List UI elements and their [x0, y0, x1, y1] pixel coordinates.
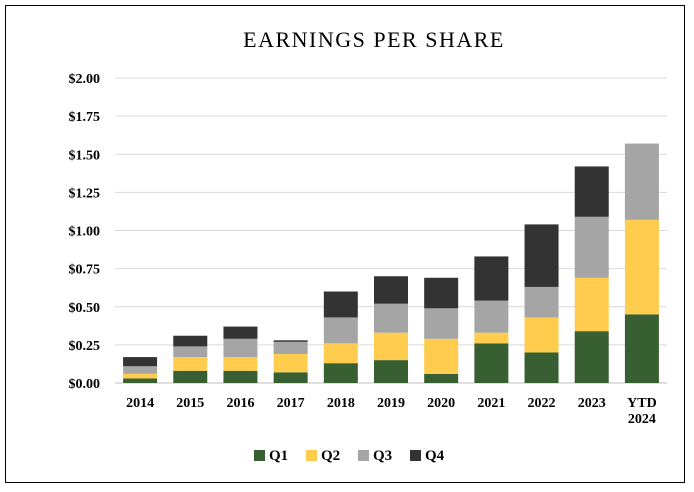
bar-q4-2020: [424, 277, 459, 309]
x-tick-label: 2017: [277, 396, 305, 411]
bar-q2-2014: [123, 373, 158, 379]
chart-title: EARNINGS PER SHARE: [243, 27, 505, 52]
bar-q4-2017: [273, 340, 308, 342]
y-tick-label: $1.00: [69, 225, 101, 240]
bar-q4-2015: [173, 335, 208, 347]
bar-q3-2014: [123, 366, 158, 374]
chart-frame: [5, 5, 685, 483]
x-tick-label: 2014: [126, 396, 154, 411]
bar-q2-2023: [574, 277, 609, 332]
bar-q2-2020: [424, 338, 459, 374]
bar-q4-2021: [474, 256, 509, 301]
bar-q2-2019: [374, 332, 408, 361]
legend-label-q2: Q2: [321, 448, 340, 464]
y-tick-label: $0.75: [69, 263, 101, 278]
bar-q1-2020: [424, 373, 459, 383]
y-tick-label: $1.50: [69, 148, 101, 163]
x-tick-label: YTD 2024: [627, 396, 657, 427]
y-tick-label: $0.50: [69, 301, 101, 316]
bar-q3-2020: [424, 308, 459, 339]
bar-q4-2022: [524, 224, 559, 287]
y-axis: $0.00 $0.25 $0.50 $0.75 $1.00 $1.25 $1.50 $1.75…: [69, 72, 101, 392]
x-tick-label: 2016: [226, 396, 254, 411]
x-tick-label: 2022: [528, 396, 556, 411]
bar-q1-2019: [374, 360, 408, 383]
x-axis: 2014 2015 2016 2017 2018 2019 2020 2021 2022 2023…: [126, 396, 657, 427]
bar-q4-2016: [223, 326, 258, 339]
legend: Q1 Q2 Q3 Q4: [254, 448, 445, 464]
y-tick-label: $1.25: [69, 186, 101, 201]
bar-q2-2022: [524, 317, 559, 353]
legend-label-q1: Q1: [269, 448, 288, 464]
legend-swatch-q3: [358, 450, 369, 461]
bar-q1-2021: [474, 343, 509, 383]
legend-label-q4: Q4: [425, 448, 445, 464]
y-tick-label: $1.75: [69, 110, 101, 125]
bar-q3-2017: [273, 341, 308, 355]
y-tick-label: $0.00: [69, 377, 101, 392]
bar-q3-2023: [574, 216, 609, 278]
bar-q4-2023: [574, 166, 609, 217]
bar-q1-2022: [524, 352, 559, 383]
x-tick-label: 2015: [176, 396, 204, 411]
x-tick-label: 2018: [327, 396, 355, 411]
bar-q4-2018: [323, 291, 358, 318]
y-tick-label: $2.00: [69, 72, 101, 87]
bar-q4-2019: [374, 276, 408, 304]
bar-q2-2015: [173, 357, 208, 371]
x-tick-label: 2020: [427, 396, 455, 411]
bar-q2-2016: [223, 357, 258, 371]
bar-q3-2022: [524, 286, 559, 318]
bar-q1-2018: [323, 363, 358, 383]
bar-q3-ytd-2024: [624, 143, 659, 220]
bar-q3-2018: [323, 317, 358, 344]
legend-swatch-q4: [410, 450, 421, 461]
bar-q1-2014: [123, 378, 158, 383]
legend-swatch-q1: [254, 450, 265, 461]
bars: [123, 143, 659, 383]
bar-q3-2015: [173, 346, 208, 358]
bar-q1-ytd-2024: [624, 314, 659, 383]
bar-q2-ytd-2024: [624, 219, 659, 315]
bar-q2-2018: [323, 343, 358, 364]
bar-q4-2014: [123, 357, 158, 367]
bar-q1-2015: [173, 370, 208, 383]
bar-q1-2017: [273, 372, 308, 383]
x-tick-label: 2019: [377, 396, 405, 411]
bar-q3-2016: [223, 338, 258, 358]
legend-swatch-q2: [306, 450, 317, 461]
bar-q2-2021: [474, 332, 509, 344]
y-tick-label: $0.25: [69, 339, 101, 354]
bar-q3-2019: [374, 303, 408, 333]
x-tick-label: 2023: [578, 396, 606, 411]
bar-q3-2021: [474, 300, 509, 333]
bar-q1-2016: [223, 370, 258, 383]
bar-q1-2023: [574, 331, 609, 383]
legend-label-q3: Q3: [373, 448, 392, 464]
bar-q2-2017: [273, 354, 308, 373]
x-tick-label: 2021: [477, 396, 505, 411]
